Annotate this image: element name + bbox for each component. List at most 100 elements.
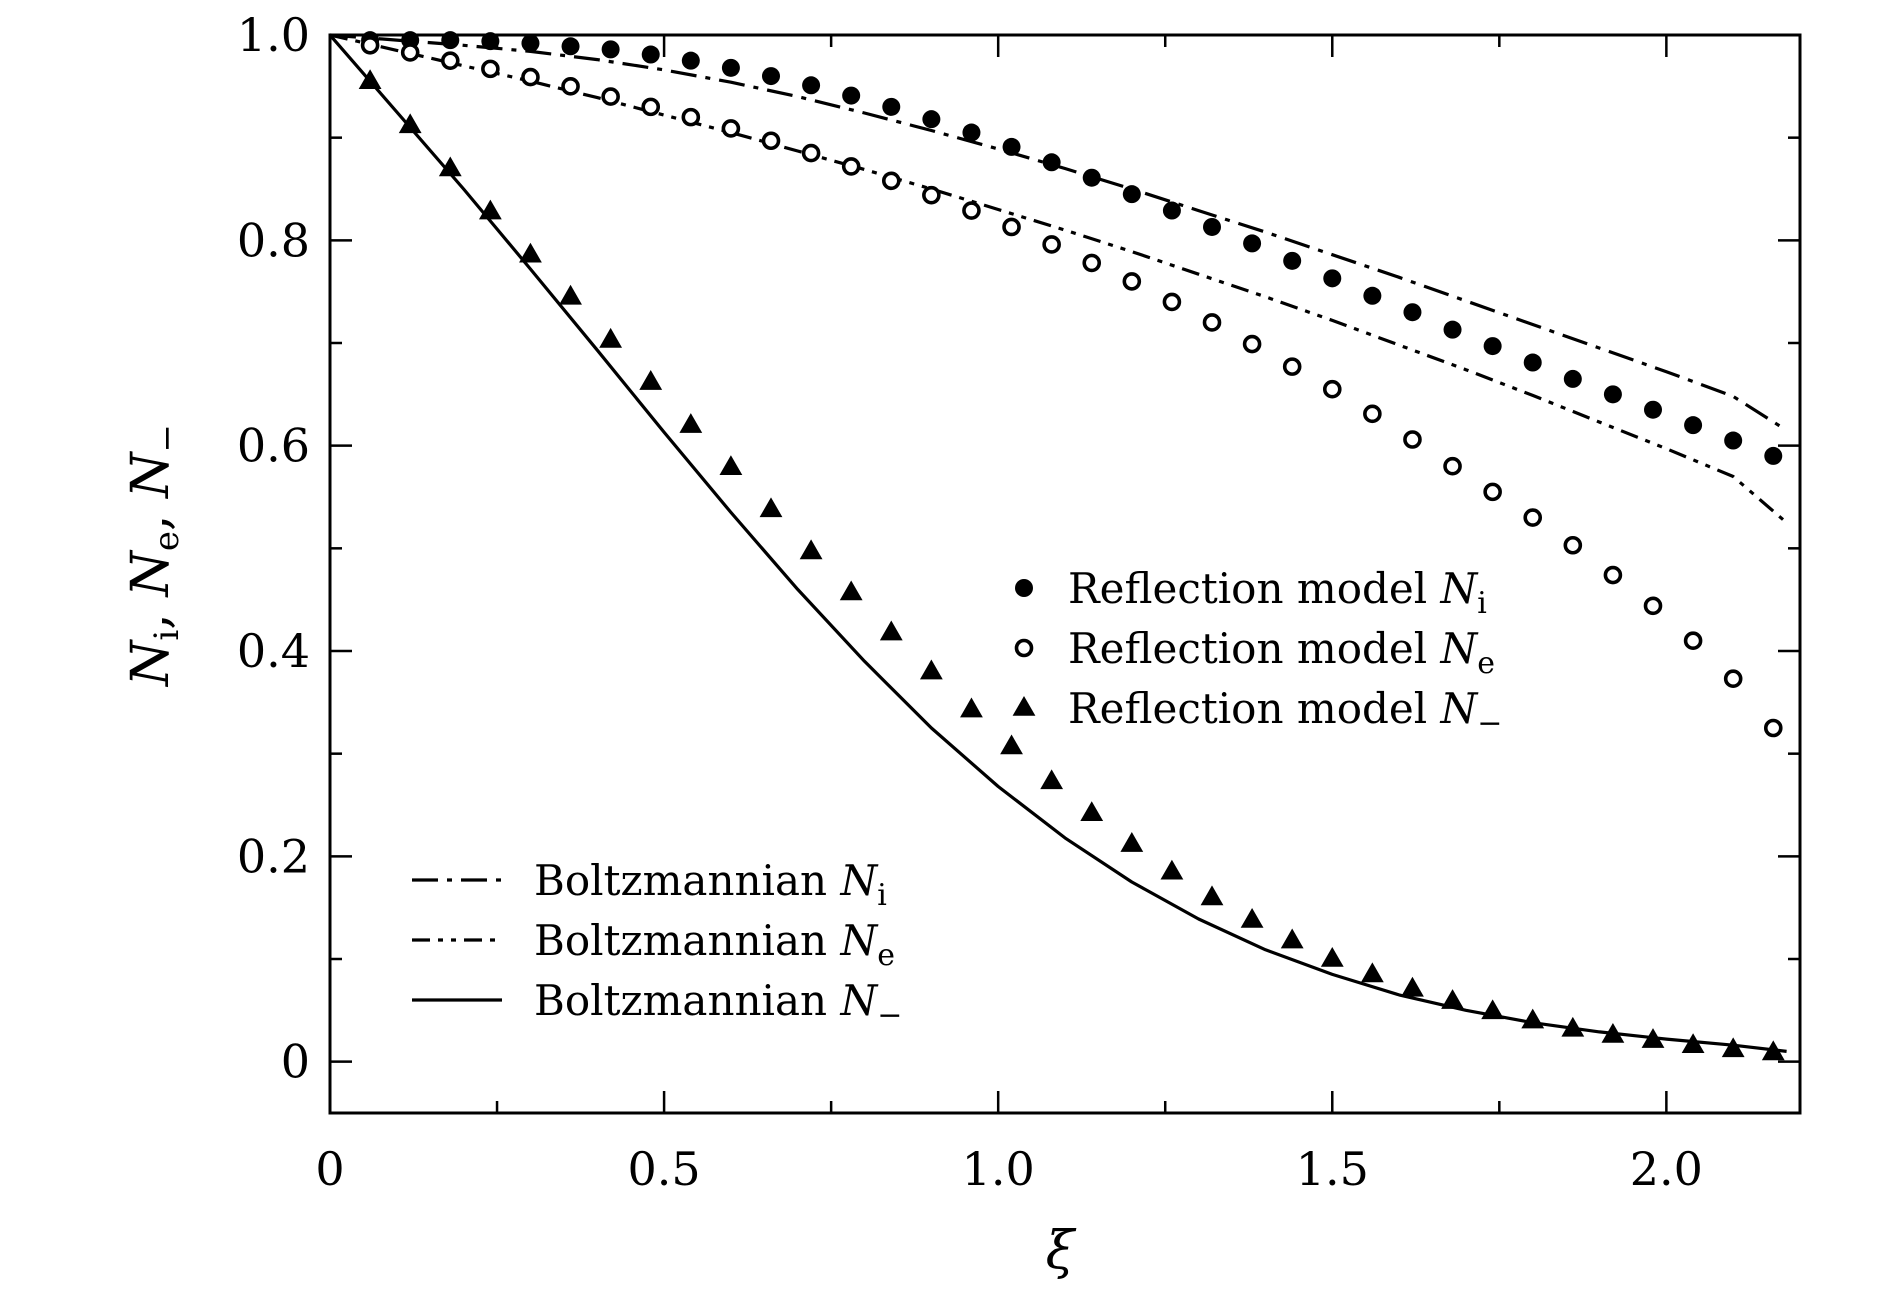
data-point <box>1363 286 1382 305</box>
data-point <box>1403 430 1422 449</box>
data-point <box>1603 385 1622 404</box>
data-point <box>481 32 500 51</box>
data-point <box>1521 1008 1545 1029</box>
data-point <box>801 143 821 163</box>
data-point <box>639 370 663 390</box>
legend-label: Boltzmannian Ni <box>534 856 887 913</box>
data-point <box>882 97 901 116</box>
data-point <box>1761 1040 1785 1061</box>
data-point <box>1162 292 1182 312</box>
data-point <box>759 497 783 518</box>
data-point <box>1644 400 1662 419</box>
data-point <box>1681 1033 1705 1054</box>
data-point <box>1483 337 1502 356</box>
data-point <box>1042 153 1061 172</box>
data-point <box>879 620 903 641</box>
y-tick-label: 1.0 <box>237 8 310 62</box>
data-point <box>440 51 460 70</box>
legend-marker <box>1014 638 1034 658</box>
data-point <box>802 76 821 95</box>
data-point <box>1283 251 1302 270</box>
legend-entry: Reflection model Ne <box>1014 624 1495 681</box>
data-point <box>438 156 462 177</box>
legend-entry: Reflection model Ni <box>1015 564 1487 621</box>
data-point <box>1684 416 1703 435</box>
data-point <box>1403 303 1422 322</box>
data-point <box>1200 885 1224 906</box>
data-point <box>1240 907 1264 928</box>
series-line <box>330 33 1788 432</box>
data-point <box>881 171 901 191</box>
data-point <box>841 157 861 176</box>
data-point <box>1561 1016 1585 1037</box>
data-point <box>922 185 941 205</box>
data-point <box>719 455 743 476</box>
data-point <box>679 413 703 433</box>
data-point <box>1243 234 1262 253</box>
data-point <box>1040 769 1064 790</box>
y-tick-label: 0.4 <box>237 624 310 678</box>
data-point <box>561 37 580 56</box>
data-point <box>1401 976 1424 997</box>
svg-text:Ni, Ne, N−: Ni, Ne, N− <box>121 424 187 688</box>
data-point <box>799 539 823 560</box>
data-point <box>962 123 981 142</box>
data-point <box>478 199 502 220</box>
y-axis-title: Ni, Ne, N− <box>121 424 187 688</box>
data-point <box>919 659 943 680</box>
data-point <box>559 284 582 305</box>
data-point <box>1443 320 1462 339</box>
data-point <box>1080 801 1104 822</box>
x-tick-label: 0 <box>315 1142 344 1196</box>
data-point <box>1523 508 1543 527</box>
data-point <box>1363 404 1382 424</box>
x-tick-label: 0.5 <box>628 1142 701 1196</box>
data-point <box>721 58 740 77</box>
data-point <box>1764 446 1783 465</box>
data-point <box>962 201 981 220</box>
x-axis-title: ξ <box>1046 1221 1077 1281</box>
data-point <box>681 51 700 70</box>
data-point <box>1563 535 1583 555</box>
data-point <box>1042 235 1061 254</box>
data-point <box>1203 217 1221 236</box>
data-point <box>599 327 623 348</box>
data-point <box>601 40 620 59</box>
series-line <box>330 33 1787 1053</box>
legend-label: Reflection model Ne <box>1068 624 1495 681</box>
data-point <box>1002 217 1021 237</box>
legend-label: Boltzmannian Ne <box>534 916 895 973</box>
data-point <box>1360 962 1384 983</box>
data-point <box>1242 334 1262 354</box>
data-point <box>1282 357 1302 376</box>
data-point <box>358 69 382 89</box>
data-point <box>1082 253 1102 273</box>
data-point <box>398 113 422 134</box>
data-point <box>1641 1028 1665 1048</box>
data-point <box>1322 379 1342 399</box>
legend-label: Reflection model Ni <box>1068 564 1487 621</box>
data-point <box>481 59 500 79</box>
legend-label: Boltzmannian N− <box>534 976 902 1033</box>
data-point <box>1643 596 1663 616</box>
data-point <box>721 119 741 138</box>
data-point <box>1120 832 1144 852</box>
data-point <box>1723 669 1743 689</box>
plot-area <box>330 31 1788 1061</box>
legend-entry: Boltzmannian Ni <box>412 856 887 913</box>
data-point <box>1320 947 1344 967</box>
data-point <box>1443 456 1462 476</box>
data-point <box>1724 431 1743 450</box>
data-point <box>960 697 983 718</box>
x-tick-label: 2.0 <box>1630 1142 1703 1196</box>
legend-label: Reflection model N− <box>1068 684 1502 741</box>
data-point <box>1002 137 1021 156</box>
y-tick-label: 0.6 <box>237 419 310 473</box>
data-point <box>1603 565 1623 585</box>
data-point <box>1601 1022 1625 1043</box>
data-point <box>842 86 861 105</box>
data-point <box>400 43 420 62</box>
data-point <box>1280 928 1304 949</box>
x-tick-label: 1.5 <box>1296 1142 1369 1196</box>
